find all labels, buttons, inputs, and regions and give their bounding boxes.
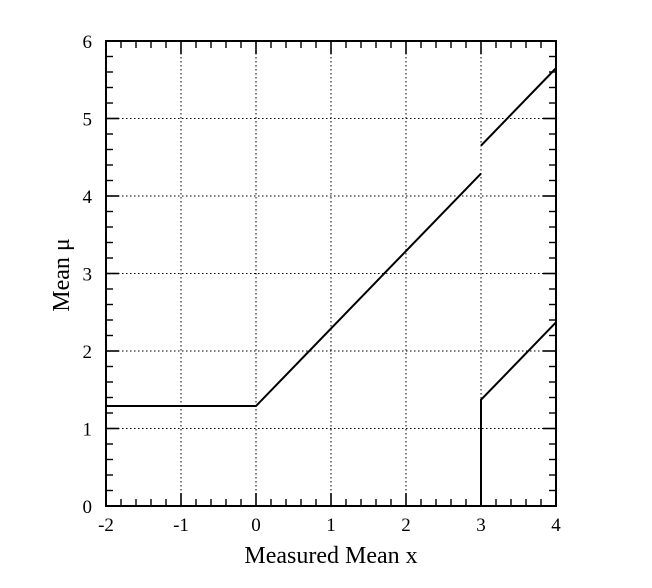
series-line-2	[480, 67, 557, 147]
y-tick-labels: 0 1 2 3 4 5 6	[83, 32, 93, 518]
y-tick-label: 2	[83, 342, 93, 363]
x-tick-label: 0	[251, 515, 261, 536]
y-tick-label: 0	[83, 497, 93, 518]
x-axis-title: Measured Mean x	[244, 543, 417, 569]
series-lines	[106, 67, 557, 506]
y-tick-label: 4	[83, 187, 93, 208]
x-tick-label: 3	[476, 515, 486, 536]
y-tick-label: 3	[83, 265, 93, 286]
x-tick-labels: -2 -1 0 1 2 3 4	[98, 515, 561, 536]
series-line-3	[480, 321, 557, 506]
x-tick-label: 4	[551, 515, 561, 536]
x-tick-label: -2	[98, 515, 114, 536]
x-tick-label: 1	[326, 515, 336, 536]
y-tick-label: 6	[83, 32, 93, 53]
grid	[106, 41, 556, 506]
y-tick-label: 1	[83, 420, 93, 441]
series-line-1	[106, 172, 482, 408]
y-axis-title: Mean μ	[49, 238, 75, 312]
y-tick-label: 5	[83, 110, 93, 131]
x-tick-label: 2	[401, 515, 411, 536]
x-tick-label: -1	[173, 515, 189, 536]
plot-frame	[105, 40, 557, 507]
